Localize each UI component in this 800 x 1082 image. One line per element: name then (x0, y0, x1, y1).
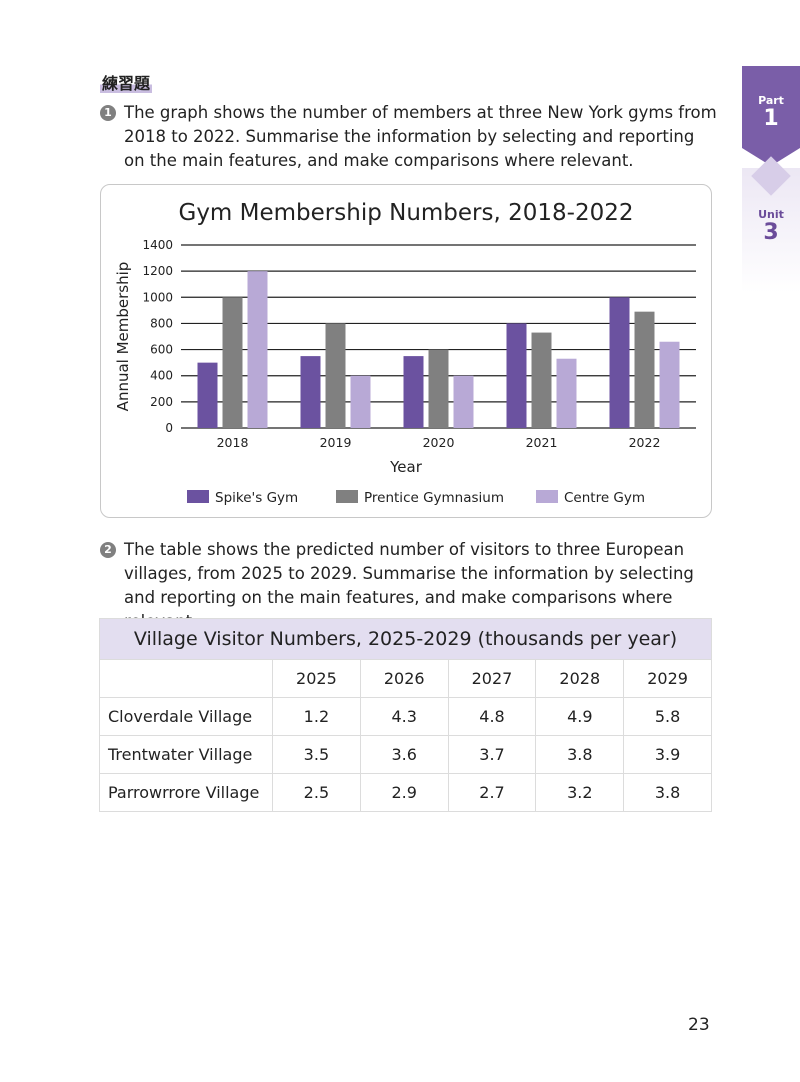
x-tick-label: 2018 (217, 435, 249, 450)
bar-spike-s-gym (506, 323, 527, 428)
legend-label: Centre Gym (564, 490, 645, 506)
bar-spike-s-gym (403, 356, 424, 428)
table-cell: 3.7 (447, 735, 537, 774)
table-row: Trentwater Village 3.5 3.6 3.7 3.8 3.9 (99, 735, 712, 774)
y-axis-label: Annual Membership (114, 262, 132, 412)
unit-tab-label: Unit (758, 208, 784, 221)
bar-prentice-gymnasium (222, 297, 243, 428)
table-cell: 3.5 (272, 735, 361, 774)
exercise-heading-text: 練習題 (100, 74, 153, 93)
table-header: 2029 (623, 659, 712, 698)
chart-canvas: Gym Membership Numbers, 2018-2022 0 200 400… (114, 200, 696, 506)
x-tick-label: 2021 (526, 435, 558, 450)
y-tick-label: 1000 (142, 290, 173, 304)
table-cell: 2.9 (359, 773, 449, 812)
question-2-number: 2 (100, 542, 116, 558)
table-cell: 2.7 (447, 773, 537, 812)
question-1: 1 The graph shows the number of members … (100, 101, 718, 173)
bar-prentice-gymnasium (428, 349, 449, 428)
table-cell: 4.8 (447, 697, 537, 736)
y-tick-label: 200 (150, 395, 173, 409)
bar-centre-gym (247, 271, 268, 428)
table-cell: 4.3 (359, 697, 449, 736)
bar-centre-gym (556, 358, 577, 428)
row-label: Cloverdale Village (99, 697, 273, 736)
legend-swatch (336, 490, 358, 503)
row-label: Trentwater Village (99, 735, 273, 774)
table-header: 2028 (535, 659, 625, 698)
y-tick-label: 0 (165, 421, 173, 435)
bar-centre-gym (350, 375, 371, 428)
table-cell: 2.5 (272, 773, 361, 812)
question-2: 2 The table shows the predicted number o… (100, 538, 718, 634)
exercise-heading: 練習題 (100, 70, 153, 94)
bar-prentice-gymnasium (634, 311, 655, 428)
gym-membership-chart: Gym Membership Numbers, 2018-2022 0 200 400… (100, 184, 712, 518)
bar-spike-s-gym (609, 297, 630, 428)
question-1-number: 1 (100, 105, 116, 121)
page-number: 23 (688, 1015, 710, 1035)
table-header: 2027 (447, 659, 537, 698)
table-cell: 3.9 (623, 735, 712, 774)
village-visitor-table: Village Visitor Numbers, 2025-2029 (thou… (99, 618, 712, 812)
unit-tab: Unit 3 (742, 168, 800, 293)
y-tick-label: 400 (150, 369, 173, 383)
table-header: 2025 (272, 659, 361, 698)
bar-spike-s-gym (300, 356, 321, 428)
part-tab: Part 1 (742, 66, 800, 166)
legend-label: Prentice Gymnasium (364, 490, 504, 506)
bar-spike-s-gym (197, 362, 218, 428)
x-tick-label: 2020 (423, 435, 455, 450)
x-axis-label: Year (389, 458, 423, 476)
row-label: Parrowrrore Village (99, 773, 273, 812)
question-2-text: The table shows the predicted number of … (124, 540, 694, 631)
table-cell: 5.8 (623, 697, 712, 736)
question-1-text: The graph shows the number of members at… (124, 103, 717, 170)
table-cell: 4.9 (535, 697, 625, 736)
unit-tab-number: 3 (763, 220, 779, 245)
y-tick-label: 600 (150, 343, 173, 357)
chart-title: Gym Membership Numbers, 2018-2022 (179, 200, 634, 226)
table-cell: 3.8 (623, 773, 712, 812)
table-header-row: 2025 2026 2027 2028 2029 (99, 659, 712, 698)
table-cell: 1.2 (272, 697, 361, 736)
y-tick-label: 1200 (142, 264, 173, 278)
table-title: Village Visitor Numbers, 2025-2029 (thou… (99, 618, 712, 660)
y-tick-label: 1400 (142, 238, 173, 252)
x-tick-label: 2022 (629, 435, 661, 450)
y-tick-label: 800 (150, 316, 173, 330)
table-header: 2026 (359, 659, 449, 698)
bar-centre-gym (659, 341, 680, 428)
legend-swatch (536, 490, 558, 503)
x-tick-label: 2019 (320, 435, 352, 450)
part-tab-label: Part (758, 94, 784, 107)
legend-label: Spike's Gym (215, 490, 298, 506)
table-row: Parrowrrore Village 2.5 2.9 2.7 3.2 3.8 (99, 773, 712, 812)
bar-prentice-gymnasium (531, 332, 552, 428)
table-row: Cloverdale Village 1.2 4.3 4.8 4.9 5.8 (99, 697, 712, 736)
bar-centre-gym (453, 375, 474, 428)
table-corner-cell (99, 659, 273, 698)
part-tab-number: 1 (763, 106, 779, 131)
bar-prentice-gymnasium (325, 323, 346, 428)
table-cell: 3.8 (535, 735, 625, 774)
table-cell: 3.2 (535, 773, 625, 812)
legend-swatch (187, 490, 209, 503)
table-cell: 3.6 (359, 735, 449, 774)
